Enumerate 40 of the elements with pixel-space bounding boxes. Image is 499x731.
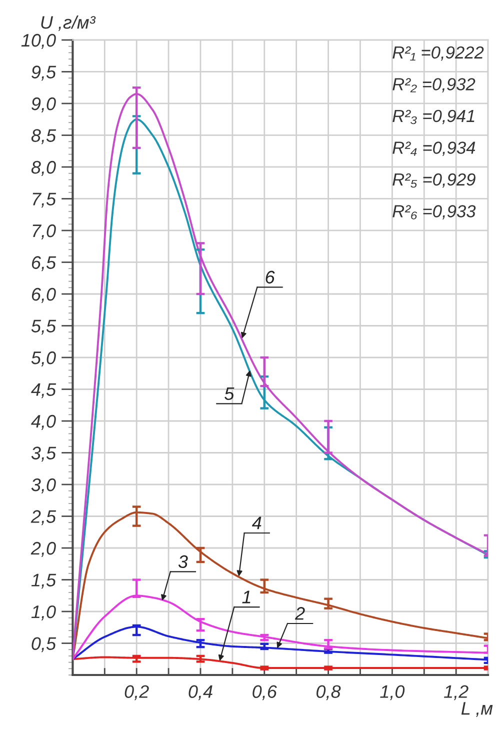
- y-tick-label: 9,0: [32, 97, 56, 112]
- x-tick-label: 0,2: [124, 685, 149, 700]
- annotation: 4: [252, 516, 262, 530]
- y-tick-label: 6,5: [32, 256, 56, 272]
- y-tick-label: 1,5: [31, 574, 56, 589]
- annotation: R²₆ =0,933: [392, 205, 476, 220]
- y-tick-label: 3,5: [31, 446, 56, 462]
- y-tick-label: 2,0: [30, 542, 56, 557]
- y-tick-label: 9,5: [32, 66, 56, 81]
- y-tick-label: 10,0: [21, 34, 56, 49]
- annotation: 3: [178, 555, 188, 568]
- x-tick-label: 0,4: [188, 685, 212, 700]
- y-tick-label: 8,0: [31, 160, 56, 176]
- annotation: R²₃ =0,941: [392, 110, 474, 124]
- annotation: 2: [294, 607, 305, 620]
- y-tick-label: 2,5: [30, 510, 56, 526]
- y-tick-label: 3,0: [31, 478, 56, 494]
- x-tick-label: 0,6: [252, 685, 277, 700]
- annotation: R²₂ =0,932: [392, 78, 476, 92]
- annotation: 5: [224, 387, 234, 400]
- annotation: 6: [266, 270, 275, 284]
- x-tick-label: 1,0: [380, 685, 405, 700]
- x-tick-label: 1,2: [444, 685, 468, 700]
- annotation: R²₅ =0,929: [392, 173, 476, 188]
- y-tick-label: 4,0: [31, 414, 56, 430]
- y-tick-label: 7,0: [32, 224, 56, 240]
- y-tick-label: 6,0: [32, 288, 56, 303]
- annotation: R²₁ =0,9222: [392, 46, 484, 61]
- y-tick-label: 7,5: [32, 192, 56, 208]
- y-tick-label: 8,5: [31, 129, 56, 144]
- y-tick-label: 4,5: [31, 383, 56, 398]
- annotation: 1: [242, 590, 250, 604]
- y-tick-label: 0,5: [32, 637, 56, 652]
- x-axis-title: L ,м: [461, 702, 493, 717]
- y-tick-label: 1,0: [31, 605, 56, 620]
- x-tick-label: 0,8: [316, 685, 341, 700]
- y-tick-label: 5,5: [31, 320, 56, 335]
- annotation: R²₄ =0,934: [392, 142, 476, 156]
- y-tick-label: 5,0: [31, 351, 56, 366]
- y-axis-title: U ,г/м³: [41, 16, 96, 31]
